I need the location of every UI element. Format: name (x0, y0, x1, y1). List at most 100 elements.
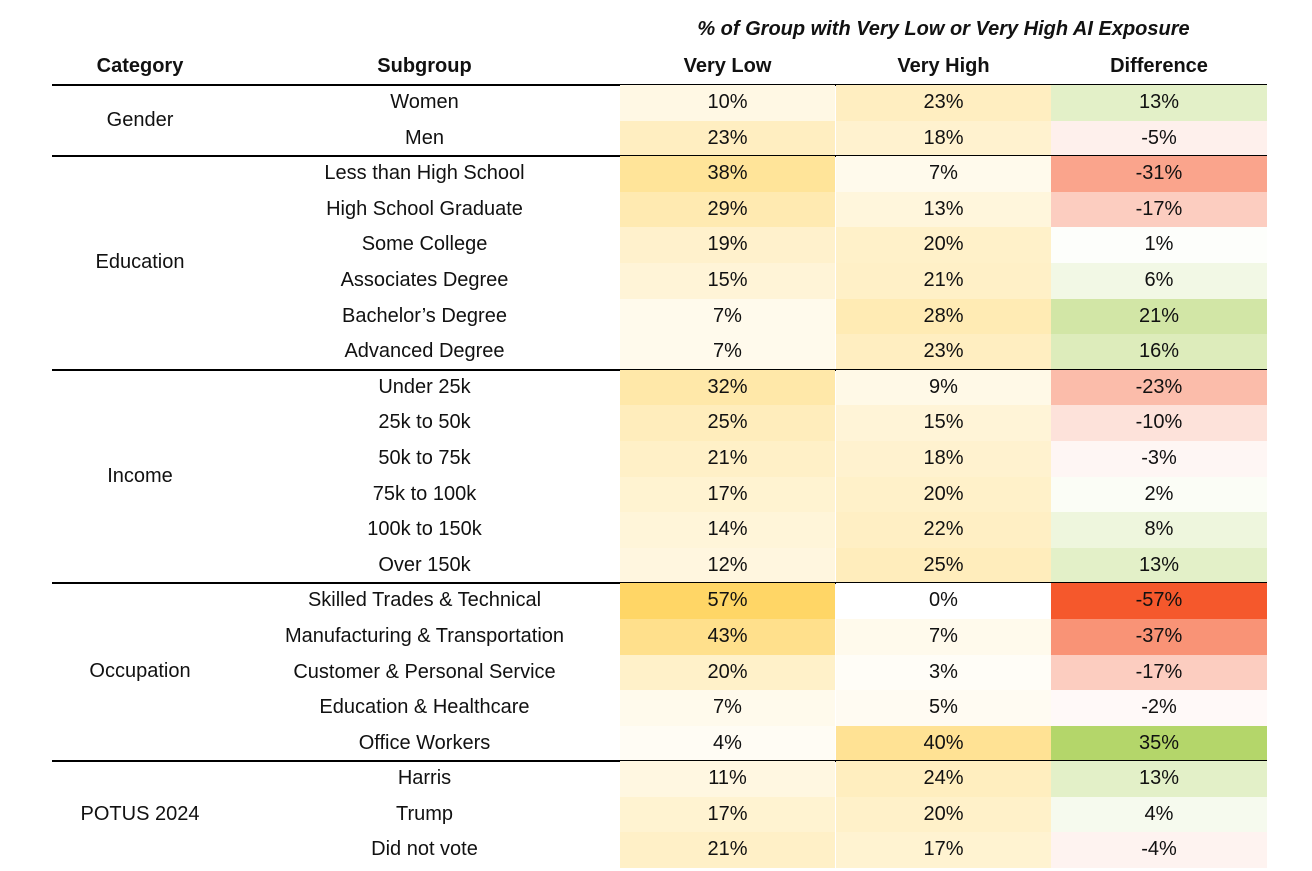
subgroup-label: 100k to 150k (367, 518, 482, 541)
very-low-cell: 23% (620, 120, 835, 157)
difference-cell: 21% (1051, 298, 1267, 335)
table-row: Bachelor’s Degree 7% 28% 21% (52, 298, 1267, 335)
difference-cell: -10% (1051, 405, 1267, 441)
very-low-cell: 4% (620, 725, 835, 762)
difference-cell: -17% (1051, 654, 1267, 691)
table-row: Trump 17% 20% 4% (52, 796, 1267, 833)
very-low-cell: 29% (620, 191, 835, 228)
very-low-cell: 7% (620, 334, 835, 370)
table-row: Customer & Personal Service 20% 3% -17% (52, 654, 1267, 691)
category-label: Gender (106, 108, 174, 131)
very-low-cell: 17% (620, 476, 835, 513)
very-high-cell: 7% (836, 156, 1051, 192)
very-high-cell: 20% (836, 796, 1051, 833)
difference-cell: 16% (1051, 334, 1267, 370)
difference-cell: -5% (1051, 120, 1267, 157)
very-low-cell: 38% (620, 156, 835, 192)
very-high-cell: 23% (836, 85, 1051, 121)
table-row: Less than High School 38% 7% -31% (52, 156, 1267, 192)
very-high-cell: 0% (836, 583, 1051, 619)
very-high-cell: 22% (836, 512, 1051, 548)
very-low-cell: 14% (620, 512, 835, 548)
difference-cell: -37% (1051, 618, 1267, 655)
very-low-cell: 15% (620, 262, 835, 299)
table-row: Men 23% 18% -5% (52, 120, 1267, 157)
very-high-cell: 23% (836, 334, 1051, 370)
subgroup-label: Women (390, 91, 459, 113)
difference-cell: -31% (1051, 156, 1267, 192)
header-very-high: Very High (897, 55, 990, 77)
subgroup-label: Under 25k (378, 375, 471, 398)
very-high-cell: 13% (836, 191, 1051, 228)
very-high-cell: 25% (836, 547, 1051, 584)
difference-cell: 4% (1051, 796, 1267, 833)
difference-cell: -2% (1051, 690, 1267, 726)
table-row: Advanced Degree 7% 23% 16% (52, 334, 1267, 370)
subgroup-label: Customer & Personal Service (293, 660, 556, 683)
category-label: POTUS 2024 (80, 802, 200, 825)
very-high-cell: 9% (836, 369, 1051, 406)
very-low-cell: 43% (620, 618, 835, 655)
very-low-cell: 32% (620, 369, 835, 406)
subgroup-label: Education & Healthcare (319, 696, 530, 719)
subgroup-label: Men (405, 126, 444, 149)
very-high-cell: 18% (836, 440, 1051, 477)
very-high-cell: 40% (836, 725, 1051, 762)
very-low-cell: 21% (620, 440, 835, 477)
subgroup-label: Did not vote (371, 838, 478, 861)
very-high-cell: 3% (836, 654, 1051, 691)
subgroup-label: 25k to 50k (378, 411, 471, 434)
very-high-cell: 15% (836, 405, 1051, 441)
category-label: Income (107, 464, 173, 487)
heatmap-table: Women 10% 23% 13% Men 23% 18% -5% Gender Less tha… (52, 84, 1267, 869)
very-high-cell: 21% (836, 262, 1051, 299)
very-low-cell: 7% (620, 690, 835, 726)
subgroup-label: Over 150k (378, 553, 471, 576)
difference-cell: 8% (1051, 512, 1267, 548)
category-label: Occupation (89, 660, 191, 683)
table-row: Harris 11% 24% 13% (52, 761, 1267, 797)
table-row: Associates Degree 15% 21% 6% (52, 262, 1267, 299)
very-high-cell: 20% (836, 227, 1051, 263)
table-row: Skilled Trades & Technical 57% 0% -57% (52, 583, 1267, 619)
subgroup-label: Some College (361, 233, 488, 256)
header-very-low: Very Low (683, 55, 772, 77)
difference-cell: 13% (1051, 85, 1267, 121)
difference-cell: 35% (1051, 725, 1267, 762)
very-high-cell: 17% (836, 832, 1051, 869)
very-low-cell: 17% (620, 796, 835, 833)
table-title: % of Group with Very Low or Very High AI… (697, 18, 1190, 40)
difference-cell: -3% (1051, 440, 1267, 477)
very-low-cell: 25% (620, 405, 835, 441)
header-category: Category (96, 55, 184, 77)
category-label: Education (95, 251, 185, 273)
header-subgroup: Subgroup (377, 55, 472, 77)
table-row: 100k to 150k 14% 22% 8% (52, 512, 1267, 548)
table-row: Over 150k 12% 25% 13% (52, 547, 1267, 584)
table-row: 25k to 50k 25% 15% -10% (52, 405, 1267, 441)
very-low-cell: 21% (620, 832, 835, 869)
subgroup-label: Harris (397, 767, 452, 790)
subgroup-label: 50k to 75k (378, 446, 471, 469)
subgroup-label: Skilled Trades & Technical (307, 589, 542, 612)
subgroup-label: Trump (395, 802, 454, 825)
very-low-cell: 20% (620, 654, 835, 691)
very-low-cell: 19% (620, 227, 835, 263)
difference-cell: 1% (1051, 227, 1267, 263)
subgroup-label: Advanced Degree (344, 340, 505, 363)
difference-cell: -4% (1051, 832, 1267, 869)
subgroup-label: Manufacturing & Transportation (284, 624, 565, 647)
subgroup-label: Less than High School (324, 162, 525, 185)
very-low-cell: 57% (620, 583, 835, 619)
difference-cell: -17% (1051, 191, 1267, 228)
header-difference: Difference (1110, 55, 1208, 77)
very-low-cell: 11% (620, 761, 835, 797)
subgroup-label: Associates Degree (340, 268, 509, 291)
table-row: 75k to 100k 17% 20% 2% (52, 476, 1267, 513)
difference-cell: -57% (1051, 583, 1267, 619)
subgroup-label: Office Workers (358, 731, 491, 754)
table-row: Education & Healthcare 7% 5% -2% (52, 690, 1267, 726)
very-low-cell: 12% (620, 547, 835, 584)
subgroup-label: 75k to 100k (372, 482, 477, 505)
table-row: Office Workers 4% 40% 35% (52, 725, 1267, 762)
